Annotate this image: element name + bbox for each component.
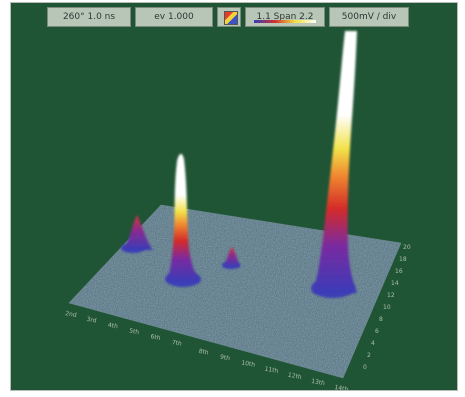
surface-plot: 2nd 3rd 4th 5th 6th 7th 8th 9th 10th 11t… (65, 31, 411, 390)
svg-text:6th: 6th (150, 333, 161, 342)
svg-text:14: 14 (391, 280, 399, 287)
svg-text:5th: 5th (129, 327, 140, 336)
svg-text:7th: 7th (171, 339, 182, 348)
svg-text:2: 2 (367, 352, 371, 359)
peak-tiny (224, 247, 240, 267)
svg-text:18: 18 (399, 256, 407, 263)
color-palette-button[interactable] (217, 7, 241, 27)
svg-text:6: 6 (375, 328, 379, 335)
peak-small-left (123, 215, 153, 250)
toolbar: 260° 1.0 ns ev 1.000 1.1 Span 2.2 500mV … (47, 7, 409, 27)
svg-text:4th: 4th (107, 322, 118, 331)
gain-readout[interactable]: ev 1.000 (135, 7, 213, 27)
svg-text:11th: 11th (264, 366, 279, 375)
volts-per-div-readout[interactable]: 500mV / div (329, 7, 409, 27)
svg-text:10: 10 (383, 304, 391, 311)
svg-text:8: 8 (379, 316, 383, 323)
svg-text:4: 4 (371, 340, 375, 347)
svg-text:13th: 13th (311, 378, 326, 387)
color-palette-icon (224, 11, 238, 25)
x-axis-ticks: 2nd 3rd 4th 5th 6th 7th 8th 9th 10th 11t… (65, 310, 349, 390)
color-scale-bar (254, 20, 316, 23)
svg-text:0: 0 (363, 364, 367, 371)
surface-texture (69, 205, 401, 378)
y-axis-ticks: 20 18 16 14 12 10 8 6 4 2 0 (363, 244, 411, 371)
svg-text:20: 20 (403, 244, 411, 251)
span-readout[interactable]: 1.1 Span 2.2 (245, 7, 325, 27)
svg-text:10th: 10th (241, 359, 256, 368)
svg-text:14th: 14th (334, 384, 349, 390)
peak-tall (313, 31, 357, 293)
svg-text:12: 12 (387, 292, 395, 299)
peak-medium (167, 153, 200, 282)
spectrum-3d-view: 260° 1.0 ns ev 1.000 1.1 Span 2.2 500mV … (10, 2, 458, 391)
time-scale-readout[interactable]: 260° 1.0 ns (47, 7, 131, 27)
svg-text:2nd: 2nd (65, 310, 78, 319)
svg-text:16: 16 (395, 268, 403, 275)
svg-text:8th: 8th (198, 348, 209, 357)
svg-text:3rd: 3rd (86, 316, 97, 325)
svg-text:12th: 12th (287, 372, 302, 381)
svg-text:9th: 9th (219, 354, 230, 363)
